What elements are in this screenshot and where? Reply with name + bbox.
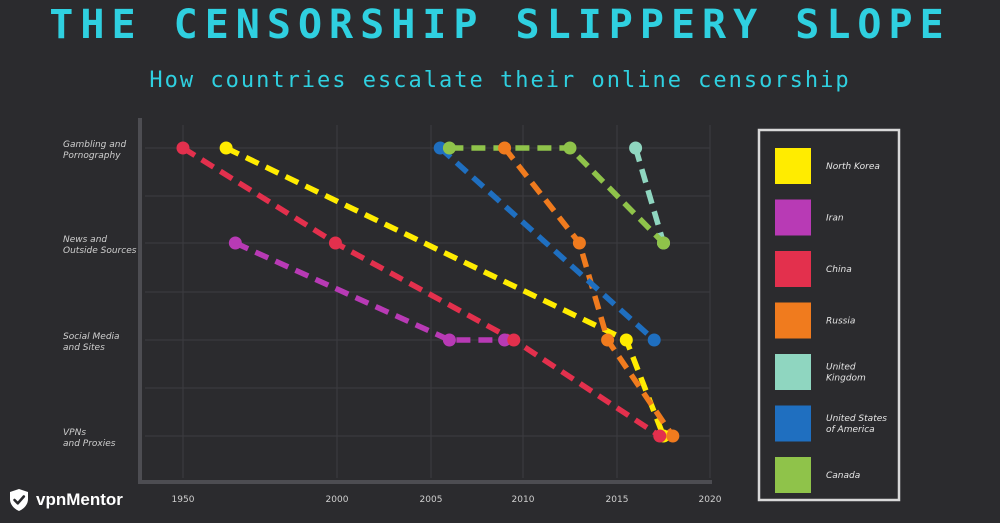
data-point	[653, 429, 667, 443]
legend-label: China	[826, 265, 852, 275]
y-axis-labels: Gambling and Pornography News and Outside S…	[63, 140, 137, 449]
legend-swatch	[775, 354, 811, 390]
y-tick-label-line: Outside Sources	[63, 246, 137, 256]
x-tick-label: 2015	[606, 495, 629, 505]
legend-label-line: Iran	[826, 214, 844, 224]
series-points	[176, 141, 680, 443]
data-point	[442, 333, 456, 347]
y-tick-label-line: News and	[63, 235, 107, 245]
shield-check-icon	[8, 488, 30, 512]
data-point	[176, 141, 190, 155]
y-tick-label-line: and Sites	[63, 343, 105, 353]
chart-subtitle: How countries escalate their online cens…	[149, 68, 851, 93]
legend-label: Canada	[826, 471, 860, 481]
data-point	[507, 333, 521, 347]
legend-label: Iran	[826, 214, 844, 224]
y-tick-label-line: VPNs	[63, 428, 86, 438]
data-point	[629, 141, 643, 155]
data-point	[328, 236, 342, 250]
x-tick-label: 1950	[172, 495, 195, 505]
legend-label: United States of America	[826, 414, 887, 435]
legend-label: Russia	[826, 317, 855, 327]
legend-frame	[757, 128, 901, 502]
series-line	[632, 147, 667, 244]
legend-label-line: Russia	[826, 317, 855, 327]
y-tick-label-line: Pornography	[63, 151, 121, 161]
data-point	[619, 333, 633, 347]
data-point	[647, 333, 661, 347]
x-tick-label: 2010	[512, 495, 535, 505]
y-tick-label: News and Outside Sources	[63, 235, 137, 256]
data-point	[657, 236, 670, 250]
y-tick-label-line: Social Media	[63, 332, 120, 342]
data-point	[563, 141, 577, 155]
legend-label-line: United States	[826, 414, 887, 424]
data-point	[498, 333, 512, 347]
legend-swatch	[775, 148, 811, 184]
legend-swatch	[775, 457, 811, 493]
brand-logo-text: vpnMentor	[36, 490, 123, 509]
data-point	[442, 141, 456, 155]
y-tick-label: Social Media and Sites	[63, 332, 120, 353]
x-tick-label: 2020	[699, 495, 722, 505]
y-tick-label: Gambling and Pornography	[63, 140, 126, 161]
data-point	[219, 141, 233, 155]
data-point	[498, 141, 512, 155]
brand-logo[interactable]: vpnMentor	[8, 487, 123, 513]
chart-title: THE CENSORSHIP SLIPPERY SLOPE	[49, 2, 951, 48]
data-point	[572, 236, 586, 250]
chart-axes	[138, 118, 712, 484]
series-line	[181, 145, 662, 439]
legend-swatch	[775, 199, 811, 236]
legend-label-line: Canada	[826, 471, 860, 481]
x-tick-label: 2000	[326, 495, 349, 505]
legend-label-line: North Korea	[826, 162, 880, 172]
legend-swatch	[775, 302, 811, 339]
legend-label-line: United	[826, 363, 856, 373]
x-axis-labels: 1950 2000 2005 2010 2015 2020	[172, 495, 722, 505]
series-line	[438, 145, 657, 343]
legend-label: North Korea	[826, 162, 880, 172]
data-point	[433, 141, 447, 155]
y-tick-label: VPNs and Proxies	[63, 428, 116, 449]
legend-swatch	[775, 405, 811, 442]
legend-label: United Kingdom	[826, 363, 866, 384]
data-point	[666, 429, 680, 443]
y-tick-label-line: and Proxies	[63, 439, 116, 449]
chart-grid	[145, 125, 711, 478]
data-point	[228, 236, 242, 250]
legend-label-line: of America	[826, 425, 875, 435]
x-tick-label: 2005	[420, 495, 443, 505]
legend-swatch	[775, 251, 811, 287]
legend-label-line: China	[826, 265, 852, 275]
data-point	[601, 333, 615, 347]
series-line	[234, 240, 505, 343]
y-tick-label-line: Gambling and	[63, 140, 126, 150]
legend-label-line: Kingdom	[826, 374, 866, 384]
